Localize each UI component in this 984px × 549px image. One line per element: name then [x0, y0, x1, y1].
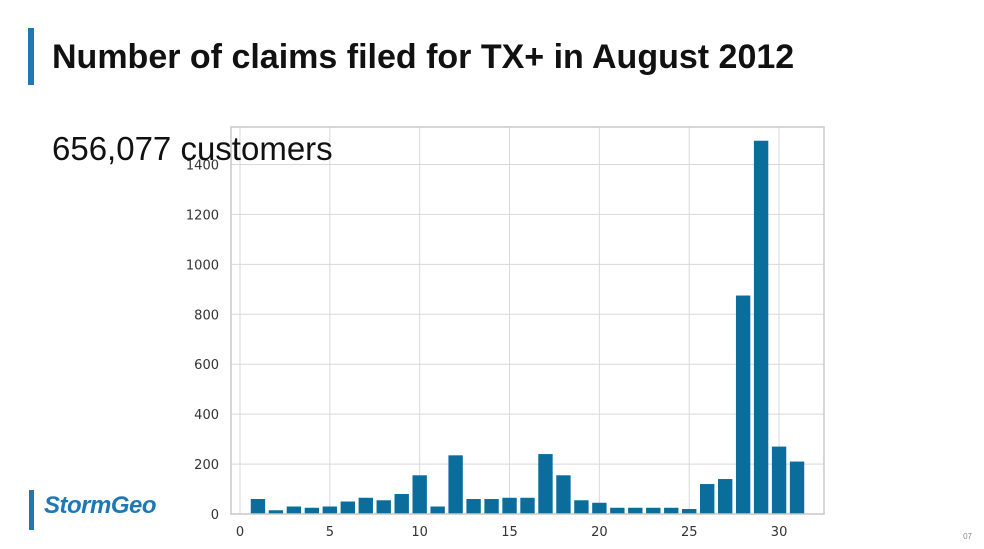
y-tick-label: 1400: [186, 158, 219, 173]
bar-day-15: [502, 497, 517, 514]
bar-day-21: [610, 507, 625, 514]
bar-day-3: [286, 506, 302, 514]
x-tick-label: 10: [411, 525, 428, 540]
plot-frame: [230, 126, 825, 515]
bar-day-26: [700, 484, 715, 514]
bar-day-17: [538, 454, 553, 514]
bar-day-22: [628, 507, 643, 514]
bar-day-16: [520, 497, 535, 514]
y-tick-label: 1200: [186, 208, 219, 223]
bar-day-19: [574, 500, 589, 514]
y-tick-label: 0: [211, 508, 219, 523]
x-tick-label: 30: [771, 525, 788, 540]
bar-day-9: [394, 494, 409, 514]
x-tick-label: 5: [326, 525, 334, 540]
bar-day-13: [466, 499, 481, 514]
bar-day-1: [250, 499, 266, 514]
x-tick-label: 15: [501, 525, 518, 540]
bar-day-11: [430, 506, 445, 514]
bar-day-25: [682, 509, 697, 514]
title-accent-bar: [28, 28, 34, 85]
bar-day-27: [717, 479, 733, 514]
y-tick-label: 200: [194, 458, 219, 473]
bar-day-29: [753, 140, 769, 515]
y-tick-label: 800: [194, 308, 219, 323]
bar-day-2: [268, 510, 284, 514]
bar-day-20: [592, 502, 607, 514]
slide-title: Number of claims filed for TX+ in August…: [52, 38, 795, 76]
bar-day-5: [322, 506, 338, 514]
y-tick-label: 600: [194, 358, 219, 373]
bar-day-28: [735, 295, 751, 514]
stormgeo-logo: StormGeo: [44, 492, 157, 519]
logo-accent-bar: [29, 490, 34, 530]
bar-day-24: [664, 507, 679, 514]
x-tick-label: 20: [591, 525, 608, 540]
bar-day-23: [646, 507, 661, 514]
bar-day-12: [448, 455, 463, 514]
y-tick-label: 400: [194, 408, 219, 423]
page-number: 07: [963, 532, 972, 541]
x-tick-label: 25: [681, 525, 698, 540]
bar-day-10: [412, 475, 427, 514]
customer-count-label: 656,077 customers: [52, 130, 333, 167]
bar-day-8: [376, 500, 391, 514]
bar-day-18: [556, 475, 571, 514]
x-tick-label: 0: [236, 525, 244, 540]
bar-day-30: [771, 446, 787, 514]
bar-day-4: [304, 507, 320, 514]
bar-day-14: [484, 499, 499, 514]
bar-day-6: [340, 501, 355, 514]
y-tick-label: 1000: [186, 258, 219, 273]
bar-day-7: [358, 497, 373, 514]
bar-day-31: [789, 461, 805, 514]
